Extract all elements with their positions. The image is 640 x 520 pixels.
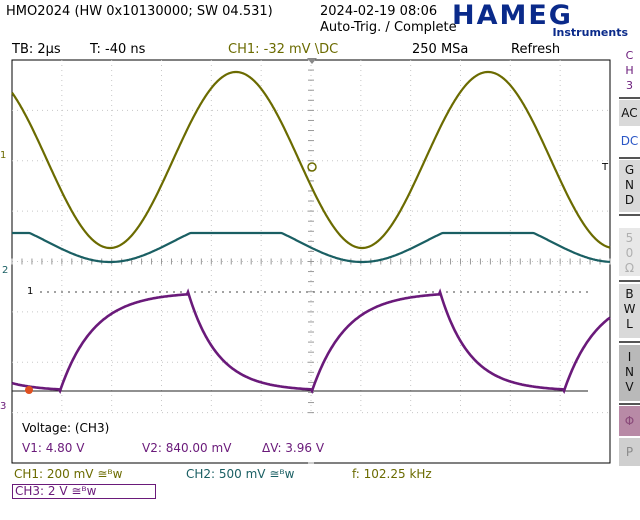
ref1-marker: 1 <box>27 286 34 297</box>
cursor-v1: V1: 4.80 V <box>22 441 85 455</box>
softkey-probe[interactable]: P <box>619 438 640 466</box>
ch2-marker[interactable]: 2 <box>2 265 9 276</box>
ch1-scale[interactable]: CH1: 200 mV ≅ᴮw <box>14 467 123 481</box>
trigger-level-marker[interactable]: T <box>602 162 609 173</box>
ch2-trace <box>12 231 611 264</box>
softkey-inv[interactable]: I N V <box>619 345 640 401</box>
softkey-gnd[interactable]: G N D <box>619 160 640 212</box>
brand-name: HAMEG <box>452 0 573 31</box>
measurement-panel: Voltage: (CH3) V1: 4.80 V V2: 840.00 mV … <box>13 414 609 462</box>
bwl-letter-b: B <box>625 287 634 301</box>
gnd-letter-g: G <box>624 163 635 177</box>
frequency-readout: f: 102.25 kHz <box>352 467 432 481</box>
trigger-source-label[interactable]: CH1: -32 mV \DC <box>228 42 339 57</box>
cursor-delta-v: ΔV: 3.96 V <box>262 441 325 455</box>
datetime: 2024-02-19 08:06 <box>320 4 438 19</box>
softkey-50-ohm[interactable]: 5 0 Ω <box>619 228 640 276</box>
inv-letter-i: I <box>627 350 632 364</box>
ch3-marker[interactable]: 3 <box>0 401 7 412</box>
hameg-logo: HAMEG Instruments <box>452 0 632 39</box>
gnd-letter-n: N <box>625 178 634 192</box>
acquisition-status: Auto-Trig. / Complete <box>320 20 457 35</box>
channel-letter-h: H <box>625 64 634 77</box>
softkey-separator <box>619 341 640 343</box>
trigger-point-marker <box>307 162 317 172</box>
graticule-ticks <box>11 59 611 464</box>
sample-rate-label[interactable]: 250 MSa <box>412 42 469 57</box>
trigger-position-marker <box>307 58 317 64</box>
softkey-separator <box>619 403 640 405</box>
softkey-bwl[interactable]: B W L <box>619 284 640 338</box>
gnd-letter-d: D <box>624 193 635 207</box>
cursor-marker <box>25 386 33 394</box>
softkey-separator <box>619 157 640 159</box>
ohm-digit-0: 0 <box>625 246 634 260</box>
acquire-mode-label[interactable]: Refresh <box>511 42 561 57</box>
ch3-scale[interactable]: CH3: 2 V ≅ᴮw <box>12 484 156 499</box>
softkey-ac[interactable]: AC <box>619 100 640 126</box>
ohm-symbol: Ω <box>624 261 635 275</box>
bwl-letter-l: L <box>626 317 633 331</box>
ch3-trace <box>11 288 611 394</box>
bwl-letter-w: W <box>623 302 636 316</box>
softkey-separator <box>619 97 640 99</box>
ch1-trace <box>11 70 611 250</box>
channel-letter-3: 3 <box>626 79 633 92</box>
inv-letter-n: N <box>625 365 634 379</box>
waveform-display[interactable] <box>0 56 619 466</box>
brand-sub: Instruments <box>552 26 628 39</box>
graticule-grid <box>12 60 610 463</box>
softkey-phase[interactable]: Φ <box>619 406 640 436</box>
ch2-scale[interactable]: CH2: 500 mV ≅ᴮw <box>186 467 295 481</box>
softkey-channel: C H 3 <box>619 48 640 96</box>
channel-letter-c: C <box>625 49 634 62</box>
cursor-v2: V2: 840.00 mV <box>142 441 232 455</box>
softkey-separator <box>619 214 640 216</box>
measurement-title: Voltage: (CH3) <box>22 421 110 435</box>
softkey-dc[interactable]: DC <box>620 134 639 148</box>
timebase-label[interactable]: TB: 2µs <box>12 42 61 57</box>
softkey-separator <box>619 280 640 282</box>
ch1-marker[interactable]: 1 <box>0 150 7 161</box>
trigger-time-label[interactable]: T: -40 ns <box>90 42 146 57</box>
inv-letter-v: V <box>625 380 634 394</box>
device-info: HMO2024 (HW 0x10130000; SW 04.531) <box>6 4 273 19</box>
ohm-digit-5: 5 <box>625 231 634 245</box>
